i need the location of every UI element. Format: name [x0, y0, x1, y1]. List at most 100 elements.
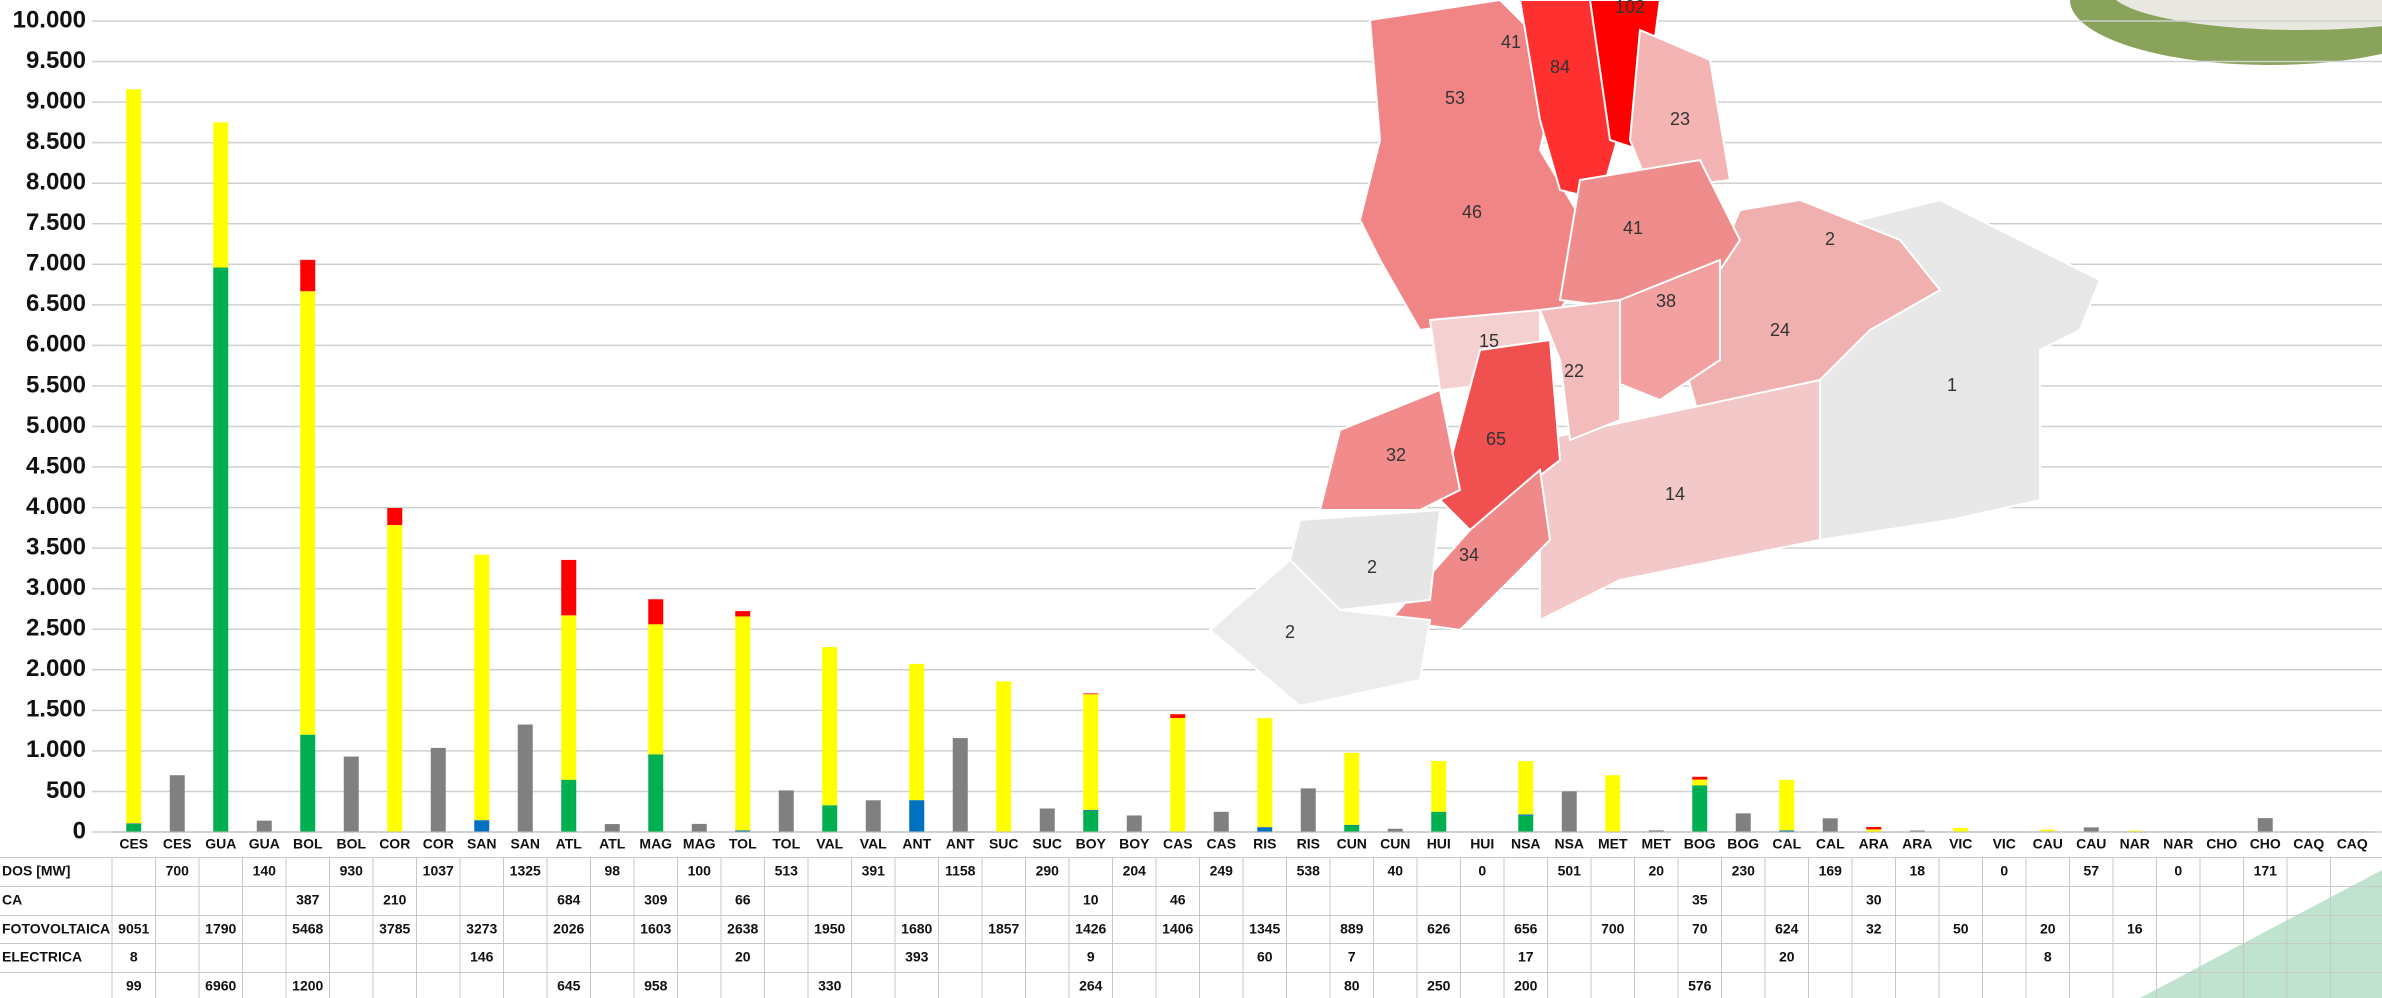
x-tick-label: RIS [1253, 836, 1276, 852]
table-value: 393 [905, 949, 929, 965]
table-value: 80 [1344, 978, 1360, 994]
y-tick-label: 7.500 [26, 209, 86, 236]
bar-segment [1561, 791, 1577, 832]
map-label: 2 [1285, 622, 1295, 642]
bar-segment [1866, 826, 1882, 830]
y-tick-label: 4.000 [26, 493, 86, 520]
table-value: 50 [1953, 921, 1969, 937]
table-value: 171 [2254, 863, 2278, 879]
bar-segment [1735, 813, 1751, 832]
bar-segment [1344, 752, 1360, 825]
x-tick-label: BOG [1684, 836, 1716, 852]
x-tick-label: CAU [2076, 836, 2106, 852]
x-tick-label: TOL [729, 836, 757, 852]
bar-segment [691, 823, 707, 832]
table-value: 8 [130, 949, 138, 965]
map-label: 38 [1656, 291, 1676, 311]
table-value: 20 [2040, 921, 2056, 937]
map-region [1539, 378, 1821, 622]
bar-segment [1779, 830, 1795, 832]
bar-segment [213, 267, 229, 832]
table-value: 1950 [814, 921, 845, 937]
x-tick-label: CAS [1163, 836, 1193, 852]
x-tick-label: SUC [1032, 836, 1062, 852]
bar-segment [1083, 693, 1099, 695]
bar-segment [1083, 810, 1099, 832]
bar-segment [1213, 811, 1229, 832]
map-region [1288, 508, 1442, 612]
table-value: 576 [1688, 978, 1712, 994]
table-value: 684 [557, 892, 581, 908]
x-tick-label: GUA [249, 836, 280, 852]
table-value: 1680 [901, 921, 932, 937]
x-tick-label: COR [423, 836, 454, 852]
table-value: 1200 [292, 978, 323, 994]
map-label: 23 [1670, 109, 1690, 129]
map: 102 41 84 53 23 46 41 2 38 24 15 22 1 65 32 14 2 34 2 [1208, 0, 2102, 708]
bar-segment [822, 647, 838, 806]
bar-segment [126, 823, 142, 832]
bar-segment [735, 611, 751, 617]
table-value: 387 [296, 892, 320, 908]
table-value: 230 [1732, 863, 1756, 879]
bar-segment [1605, 775, 1621, 832]
y-tick-label: 3.500 [26, 533, 86, 560]
x-tick-label: ATL [599, 836, 626, 852]
bar-segment [1257, 718, 1273, 828]
table-value: 309 [644, 892, 668, 908]
bar-segment [1431, 760, 1447, 812]
map-label: 1 [1947, 375, 1957, 395]
y-tick-label: 9.000 [26, 87, 86, 114]
bar-segment [1170, 717, 1186, 832]
table-value: 656 [1514, 921, 1538, 937]
map-label: 34 [1459, 545, 1479, 565]
table-value: 70 [1692, 921, 1708, 937]
table-value: 1603 [640, 921, 671, 937]
bar-segment [474, 820, 490, 832]
x-tick-label: SAN [467, 836, 497, 852]
table-value: 538 [1297, 863, 1321, 879]
x-tick-label: ATL [556, 836, 583, 852]
map-label: 84 [1550, 57, 1570, 77]
x-tick-label: SAN [510, 836, 540, 852]
x-tick-label: MET [1641, 836, 1671, 852]
bar-segment [561, 779, 577, 832]
bar-segment [1518, 815, 1534, 832]
x-tick-label: COR [379, 836, 410, 852]
decor-triangle [2140, 870, 2382, 998]
table-value: 391 [862, 863, 886, 879]
x-tick-label: SUC [989, 836, 1019, 852]
bar-segment [1170, 714, 1186, 718]
bar-segment [1648, 830, 1664, 832]
table-value: 66 [735, 892, 751, 908]
x-tick-label: CAQ [2337, 836, 2368, 852]
table-value: 501 [1558, 863, 1582, 879]
y-tick-label: 7.000 [26, 250, 86, 277]
x-tick-label: MAG [683, 836, 716, 852]
row-label: ELECTRICA [2, 949, 82, 965]
map-region [1538, 298, 1621, 442]
x-tick-label: VIC [1949, 836, 1972, 852]
y-tick-label: 8.500 [26, 128, 86, 155]
bar-segment [1344, 824, 1360, 826]
table-value: 99 [126, 978, 142, 994]
map-label: 41 [1623, 218, 1643, 238]
y-tick-label: 6.500 [26, 290, 86, 317]
map-label: 32 [1386, 445, 1406, 465]
bar-segment [2127, 830, 2143, 832]
table-value: 1345 [1249, 921, 1280, 937]
table-value: 930 [340, 863, 364, 879]
bar-segment [430, 747, 446, 832]
bar-segment [996, 681, 1012, 832]
table-value: 10 [1083, 892, 1099, 908]
table-value: 249 [1210, 863, 1234, 879]
y-tick-label: 5.000 [26, 412, 86, 439]
table-value: 0 [2174, 863, 2182, 879]
map-label: 53 [1445, 88, 1465, 108]
x-tick-label: CAL [1772, 836, 1801, 852]
table-value: 0 [1478, 863, 1486, 879]
table-value: 8 [2044, 949, 2052, 965]
y-tick-label: 2.000 [26, 655, 86, 682]
table-value: 330 [818, 978, 842, 994]
table-value: 700 [1601, 921, 1625, 937]
